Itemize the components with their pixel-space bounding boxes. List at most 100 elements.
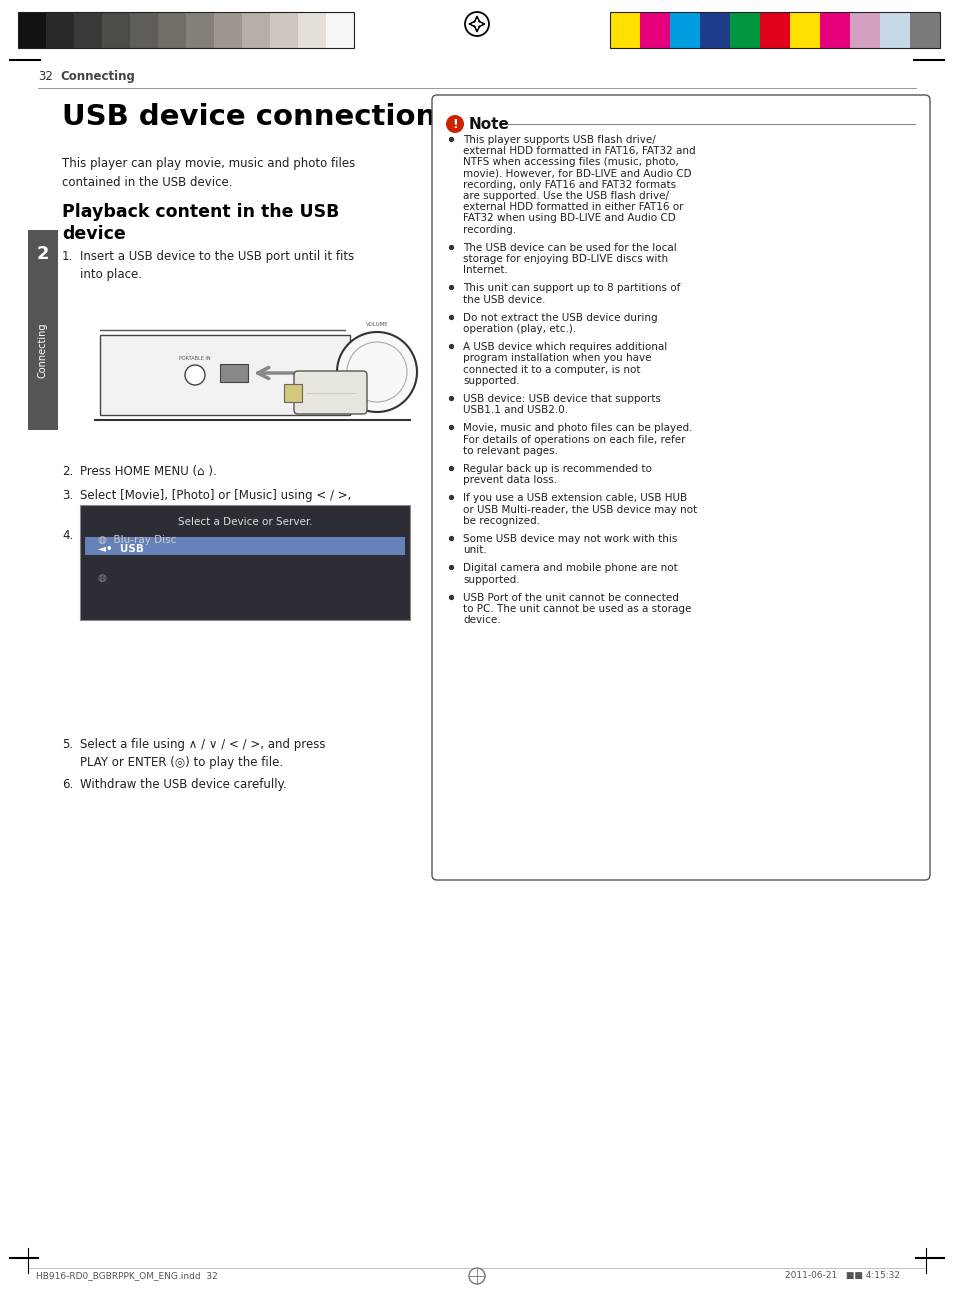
Bar <box>18 12 354 49</box>
Bar <box>158 12 186 49</box>
Text: Movie, music and photo files can be played.: Movie, music and photo files can be play… <box>462 423 692 434</box>
Text: external HDD formatted in either FAT16 or: external HDD formatted in either FAT16 o… <box>462 203 682 212</box>
Circle shape <box>336 331 416 412</box>
Text: Internet.: Internet. <box>462 266 507 275</box>
Text: USB1.1 and USB2.0.: USB1.1 and USB2.0. <box>462 405 568 416</box>
Text: connected it to a computer, is not: connected it to a computer, is not <box>462 364 639 375</box>
Text: device.: device. <box>462 615 500 625</box>
Text: Select [Movie], [Photo] or [Music] using < / >,
and press ENTER (◎).: Select [Movie], [Photo] or [Music] using… <box>80 489 351 519</box>
Bar <box>729 12 760 49</box>
Text: NTFS when accessing files (music, photo,: NTFS when accessing files (music, photo, <box>462 158 678 167</box>
FancyBboxPatch shape <box>294 371 367 414</box>
Text: program installation when you have: program installation when you have <box>462 354 651 363</box>
Text: or USB Multi-reader, the USB device may not: or USB Multi-reader, the USB device may … <box>462 505 697 514</box>
Text: 3.: 3. <box>62 489 73 502</box>
Bar <box>820 12 849 49</box>
Text: 2: 2 <box>37 245 50 263</box>
Text: 2011-06-21   ■■ 4:15:32: 2011-06-21 ■■ 4:15:32 <box>784 1272 899 1279</box>
Bar <box>80 505 410 619</box>
Text: 1.: 1. <box>62 250 73 263</box>
Text: For details of operations on each file, refer: For details of operations on each file, … <box>462 434 685 444</box>
Bar <box>130 12 158 49</box>
Bar <box>849 12 879 49</box>
Bar <box>700 12 729 49</box>
Text: Do not extract the USB device during: Do not extract the USB device during <box>462 313 657 322</box>
Text: A USB device which requires additional: A USB device which requires additional <box>462 342 666 352</box>
Text: Some USB device may not work with this: Some USB device may not work with this <box>462 534 677 544</box>
Text: Playback content in the USB
device: Playback content in the USB device <box>62 203 339 243</box>
Text: to relevant pages.: to relevant pages. <box>462 446 558 456</box>
Text: Select a file using ∧ / ∨ / < / >, and press
PLAY or ENTER (◎) to play the file.: Select a file using ∧ / ∨ / < / >, and p… <box>80 738 325 769</box>
Text: Connecting: Connecting <box>38 322 48 377</box>
Text: recording, only FAT16 and FAT32 formats: recording, only FAT16 and FAT32 formats <box>462 180 676 189</box>
Bar <box>669 12 700 49</box>
Bar <box>102 12 130 49</box>
Text: 5.: 5. <box>62 738 73 751</box>
Text: ◍: ◍ <box>98 573 113 583</box>
Text: Withdraw the USB device carefully.: Withdraw the USB device carefully. <box>80 778 287 792</box>
FancyBboxPatch shape <box>432 95 929 880</box>
Text: prevent data loss.: prevent data loss. <box>462 475 557 485</box>
Text: be recognized.: be recognized. <box>462 515 539 526</box>
Text: to PC. The unit cannot be used as a storage: to PC. The unit cannot be used as a stor… <box>462 604 691 614</box>
Bar <box>760 12 789 49</box>
Text: Select a Device or Server.: Select a Device or Server. <box>177 517 312 527</box>
Bar <box>609 12 939 49</box>
Bar <box>270 12 297 49</box>
Text: Press HOME MENU (⌂ ).: Press HOME MENU (⌂ ). <box>80 466 216 477</box>
Bar <box>18 12 46 49</box>
Bar <box>284 384 302 402</box>
Text: PORTABLE IN: PORTABLE IN <box>179 356 211 362</box>
Bar <box>242 12 270 49</box>
Text: movie). However, for BD-LIVE and Audio CD: movie). However, for BD-LIVE and Audio C… <box>462 168 691 179</box>
Bar <box>28 230 58 430</box>
Text: recording.: recording. <box>462 225 516 234</box>
Bar <box>297 12 326 49</box>
Text: The USB device can be used for the local: The USB device can be used for the local <box>462 243 676 252</box>
Bar <box>74 12 102 49</box>
Bar <box>213 12 242 49</box>
Bar <box>909 12 939 49</box>
Text: supported.: supported. <box>462 376 519 385</box>
Text: HB916-RD0_BGBRPPK_OM_ENG.indd  32: HB916-RD0_BGBRPPK_OM_ENG.indd 32 <box>36 1272 217 1279</box>
Bar <box>46 12 74 49</box>
Text: This unit can support up to 8 partitions of: This unit can support up to 8 partitions… <box>462 284 679 293</box>
Bar <box>879 12 909 49</box>
Bar <box>186 12 213 49</box>
Text: USB device: USB device that supports: USB device: USB device that supports <box>462 394 660 404</box>
Bar <box>85 537 405 555</box>
Text: If you use a USB extension cable, USB HUB: If you use a USB extension cable, USB HU… <box>462 493 686 504</box>
Text: external HDD formatted in FAT16, FAT32 and: external HDD formatted in FAT16, FAT32 a… <box>462 146 695 156</box>
Bar <box>639 12 669 49</box>
Text: storage for enjoying BD-LIVE discs with: storage for enjoying BD-LIVE discs with <box>462 254 667 264</box>
Text: This player supports USB flash drive/: This player supports USB flash drive/ <box>462 135 655 145</box>
Text: unit.: unit. <box>462 546 486 555</box>
Text: the USB device.: the USB device. <box>462 295 545 305</box>
Text: ◄•  USB: ◄• USB <box>98 544 144 554</box>
Text: !: ! <box>452 117 457 130</box>
Text: are supported. Use the USB flash drive/: are supported. Use the USB flash drive/ <box>462 191 668 201</box>
Text: operation (play, etc.).: operation (play, etc.). <box>462 323 576 334</box>
Text: VOLUME: VOLUME <box>365 322 388 327</box>
Text: 2.: 2. <box>62 466 73 477</box>
Text: USB device connection: USB device connection <box>62 103 436 132</box>
Bar <box>789 12 820 49</box>
Bar <box>220 364 248 381</box>
Text: ◍  Blu-ray Disc: ◍ Blu-ray Disc <box>98 535 176 544</box>
Circle shape <box>185 366 205 385</box>
Text: FAT32 when using BD-LIVE and Audio CD: FAT32 when using BD-LIVE and Audio CD <box>462 213 675 224</box>
Text: Connecting: Connecting <box>60 70 134 83</box>
Text: supported.: supported. <box>462 575 519 585</box>
Text: Insert a USB device to the USB port until it fits
into place.: Insert a USB device to the USB port unti… <box>80 250 354 281</box>
Text: Select the [USB] option using ∧ / ∨, and press
ENTER (◎).: Select the [USB] option using ∧ / ∨, and… <box>80 529 351 560</box>
Text: Digital camera and mobile phone are not: Digital camera and mobile phone are not <box>462 563 677 573</box>
Text: This player can play movie, music and photo files
contained in the USB device.: This player can play movie, music and ph… <box>62 156 355 188</box>
Text: USB Port of the unit cannot be connected: USB Port of the unit cannot be connected <box>462 593 679 602</box>
Text: 4.: 4. <box>62 529 73 542</box>
Bar <box>609 12 639 49</box>
Bar <box>100 335 350 416</box>
Circle shape <box>446 114 463 133</box>
Bar <box>326 12 354 49</box>
Text: 32: 32 <box>38 70 52 83</box>
Text: Note: Note <box>469 117 509 132</box>
